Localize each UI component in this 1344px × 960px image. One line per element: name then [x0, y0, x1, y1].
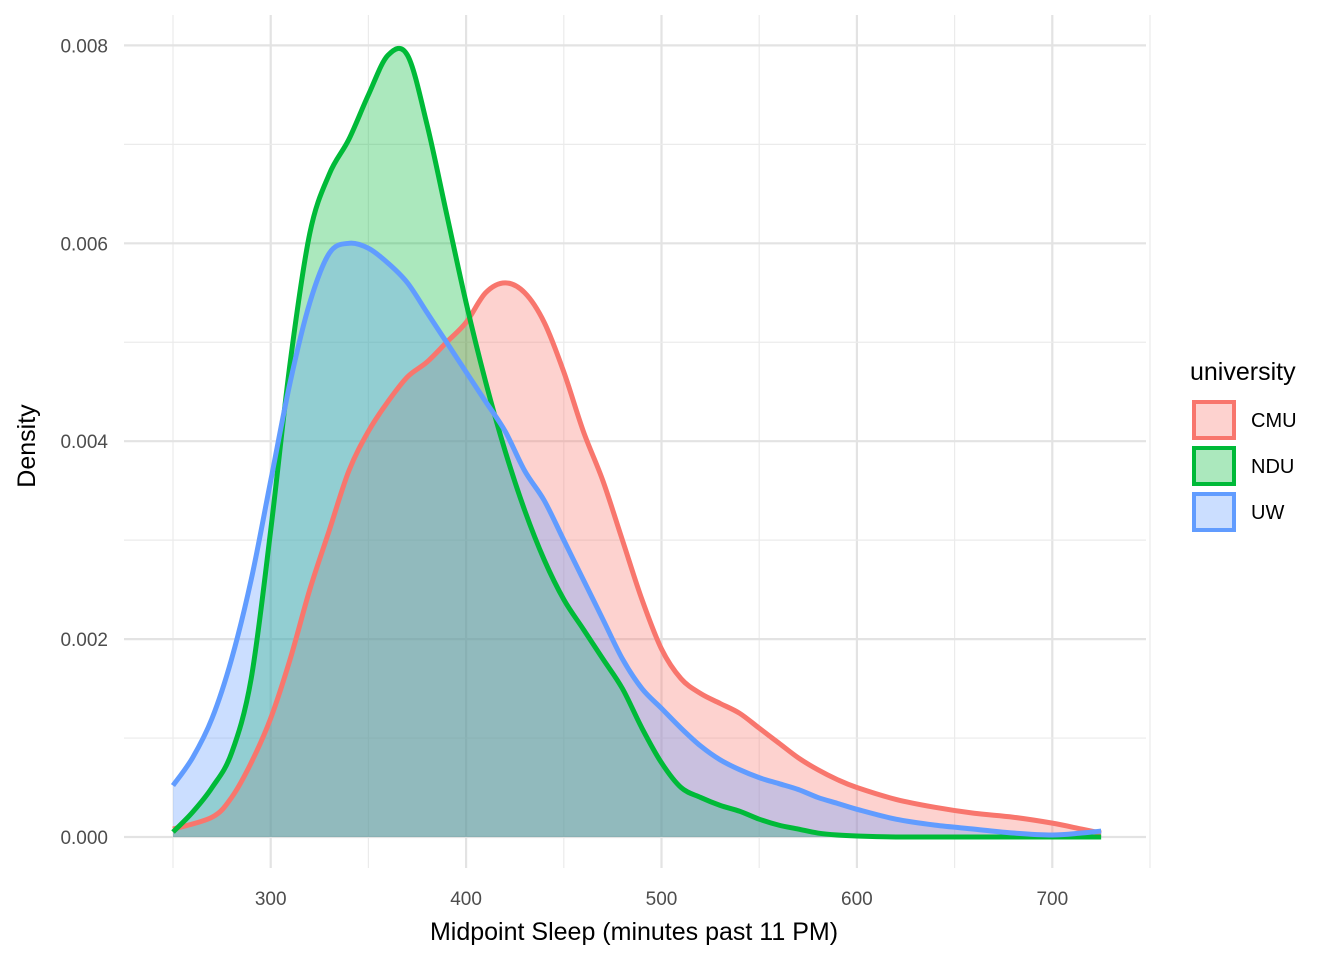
y-tick-label: 0.002: [60, 630, 108, 651]
x-tick-label: 400: [450, 889, 482, 910]
density-lines: [170, 45, 1102, 840]
x-tick-label: 700: [1036, 889, 1068, 910]
y-tick-label: 0.004: [60, 432, 108, 453]
x-tick-label: 600: [841, 889, 873, 910]
x-tick-label: 300: [255, 889, 287, 910]
legend-items: CMU NDU UW: [1192, 400, 1297, 532]
y-axis-title: Density: [13, 404, 41, 488]
legend: university CMU NDU UW: [1190, 358, 1297, 532]
legend-label-cmu: CMU: [1251, 410, 1297, 432]
y-tick-label: 0.008: [60, 36, 108, 57]
density-fills: [173, 48, 1102, 838]
legend-key-cmu: [1192, 400, 1236, 440]
x-axis-title: Midpoint Sleep (minutes past 11 PM): [430, 918, 838, 946]
y-tick-label: 0.006: [60, 234, 108, 255]
legend-label-ndu: NDU: [1251, 456, 1294, 478]
legend-title: university: [1190, 358, 1296, 386]
y-tick-label: 0.000: [60, 828, 108, 849]
density-area-cmu: [173, 282, 1102, 837]
legend-label-uw: UW: [1251, 502, 1284, 524]
y-axis-ticks: 0.000 0.002 0.004 0.006 0.008: [60, 36, 108, 849]
density-line-cmu: [172, 280, 1102, 836]
x-tick-label: 500: [646, 889, 678, 910]
density-line-uw: [170, 240, 1102, 838]
legend-key-ndu: [1192, 446, 1236, 486]
density-area-uw: [173, 243, 1102, 837]
density-line-ndu: [171, 45, 1102, 840]
legend-item-cmu: CMU: [1192, 400, 1297, 440]
density-area-ndu: [173, 48, 1102, 838]
x-axis-ticks: 300 400 500 600 700: [255, 889, 1068, 910]
grid: [124, 15, 1151, 868]
legend-item-uw: UW: [1192, 492, 1284, 532]
legend-key-uw: [1192, 492, 1236, 532]
legend-item-ndu: NDU: [1192, 446, 1294, 486]
